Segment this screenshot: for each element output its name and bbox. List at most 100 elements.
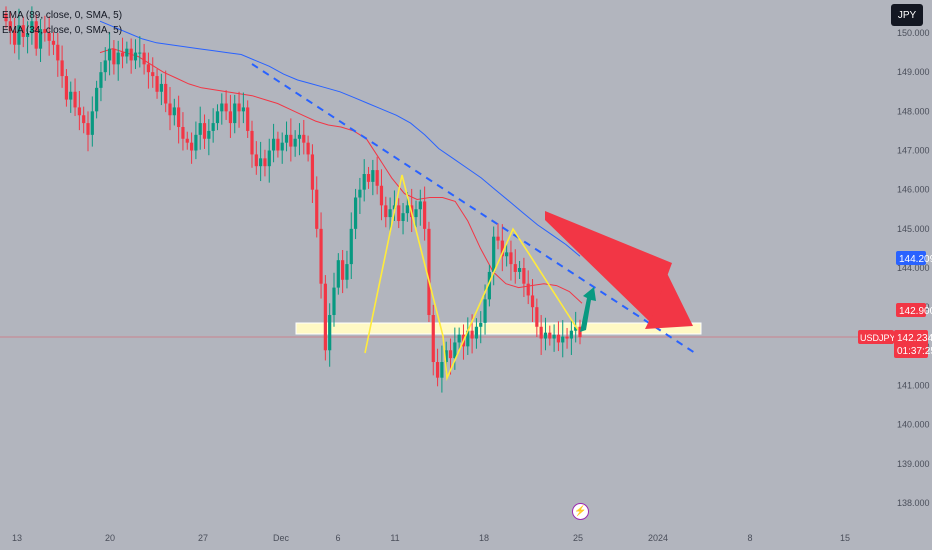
candle-body: [56, 44, 60, 61]
price-tick-label: 146.000: [897, 185, 930, 195]
candle-body: [561, 336, 565, 343]
candle-body: [509, 252, 513, 265]
small-green-arrow[interactable]: [580, 287, 596, 332]
candle-body: [289, 134, 293, 147]
candle-body: [435, 362, 440, 378]
ema34-line: [99, 48, 583, 304]
candle-body: [496, 236, 500, 241]
candle-body: [548, 332, 552, 339]
time-tick-label: 2024: [648, 533, 668, 543]
candle-body: [215, 111, 220, 124]
candle-body: [151, 72, 155, 77]
candle-body: [427, 228, 431, 316]
candle-body: [194, 134, 198, 151]
candle-body: [353, 197, 358, 229]
candle-body: [112, 48, 116, 65]
candle-body: [73, 91, 77, 108]
ema34-legend[interactable]: EMA (34, close, 0, SMA, 5): [2, 25, 123, 36]
candle-body: [526, 283, 530, 296]
candle-body: [250, 130, 254, 155]
candle-body: [565, 336, 569, 339]
pattern-zigzag[interactable]: [364, 174, 579, 382]
candle-body: [116, 52, 120, 65]
candle-body: [207, 130, 211, 139]
candle-body: [479, 322, 483, 327]
candle-body: [310, 154, 315, 190]
candle-body: [418, 201, 422, 210]
time-tick-label: 8: [747, 533, 752, 543]
time-axis[interactable]: 13 20 27 Dec 6 11 18 25 2024 8 15: [12, 533, 850, 543]
ema89-legend[interactable]: EMA (89, close, 0, SMA, 5): [2, 10, 123, 21]
candle-body: [17, 25, 21, 45]
candle-body: [358, 189, 362, 198]
time-tick-label: 11: [390, 533, 399, 543]
candle-body: [323, 283, 327, 351]
candle-body: [86, 123, 90, 135]
price-tick-label: 148.000: [897, 106, 930, 116]
candle-body: [341, 260, 345, 280]
candle-body: [336, 260, 340, 288]
candle-body: [470, 330, 474, 339]
candle-body: [552, 334, 556, 339]
candle-body: [569, 330, 573, 339]
currency-badge[interactable]: JPY: [891, 4, 923, 26]
last-price-tag: [894, 330, 928, 358]
candle-body: [90, 111, 94, 135]
candle-body: [125, 48, 129, 57]
price-tick-label: 145.000: [897, 224, 930, 234]
candle-body: [401, 213, 405, 222]
candle-body: [574, 326, 578, 331]
ema89-line: [99, 20, 581, 257]
candle-body: [241, 107, 245, 112]
candle-body: [474, 326, 479, 339]
candle-body: [453, 342, 457, 359]
price-tick-label: 144.000: [897, 263, 930, 273]
candle-body: [535, 307, 539, 327]
time-tick-label: 15: [840, 533, 850, 543]
symbol-tag: [858, 330, 894, 344]
price-tick-label: 139.000: [897, 459, 930, 469]
candle-body: [431, 315, 435, 363]
candle-body: [129, 48, 133, 61]
time-tick-label: 18: [479, 533, 489, 543]
candle-body: [30, 21, 34, 33]
candle-body: [466, 330, 470, 347]
candle-body: [185, 138, 189, 143]
candle-body: [505, 252, 509, 257]
candle-body: [366, 174, 371, 182]
time-tick-label: 20: [105, 533, 115, 543]
candle-body: [267, 150, 271, 167]
candle-body: [164, 83, 168, 104]
price-tick-label: 149.000: [897, 67, 930, 77]
candle-body: [349, 228, 353, 265]
symbol-tag-text: USDJPY: [860, 333, 896, 343]
candle-body: [237, 103, 241, 112]
candle-body: [99, 72, 103, 88]
candle-body: [34, 21, 38, 49]
candle-body: [51, 40, 56, 45]
countdown-text: 01:37:25: [897, 346, 932, 357]
candle-body: [107, 48, 112, 61]
ema34-price-tag-text: 142.900: [899, 306, 932, 317]
price-tick-label: 141.000: [897, 381, 930, 391]
candle-body: [543, 332, 548, 339]
candle-body: [556, 334, 561, 343]
candle-body: [371, 170, 375, 182]
support-zone[interactable]: [295, 322, 702, 335]
candle-body: [276, 138, 280, 151]
candle-body: [82, 115, 86, 124]
candle-body: [103, 60, 107, 73]
lightning-icon[interactable]: ⚡: [572, 503, 589, 520]
candle-body: [362, 174, 366, 190]
candle-body: [47, 33, 51, 41]
price-tick-label: 147.000: [897, 146, 930, 156]
candle-body: [168, 103, 172, 116]
descending-trendline[interactable]: [251, 63, 696, 354]
candle-body: [133, 52, 138, 61]
time-tick-label: 25: [573, 533, 583, 543]
candle-body: [259, 158, 263, 167]
candle-body: [500, 240, 504, 257]
price-tick-label: 138.000: [897, 498, 930, 508]
candle-body: [457, 334, 461, 343]
